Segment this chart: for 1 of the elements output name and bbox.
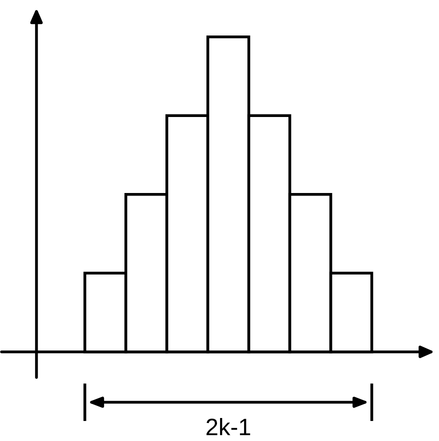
text: 2k-1: [206, 418, 250, 436]
